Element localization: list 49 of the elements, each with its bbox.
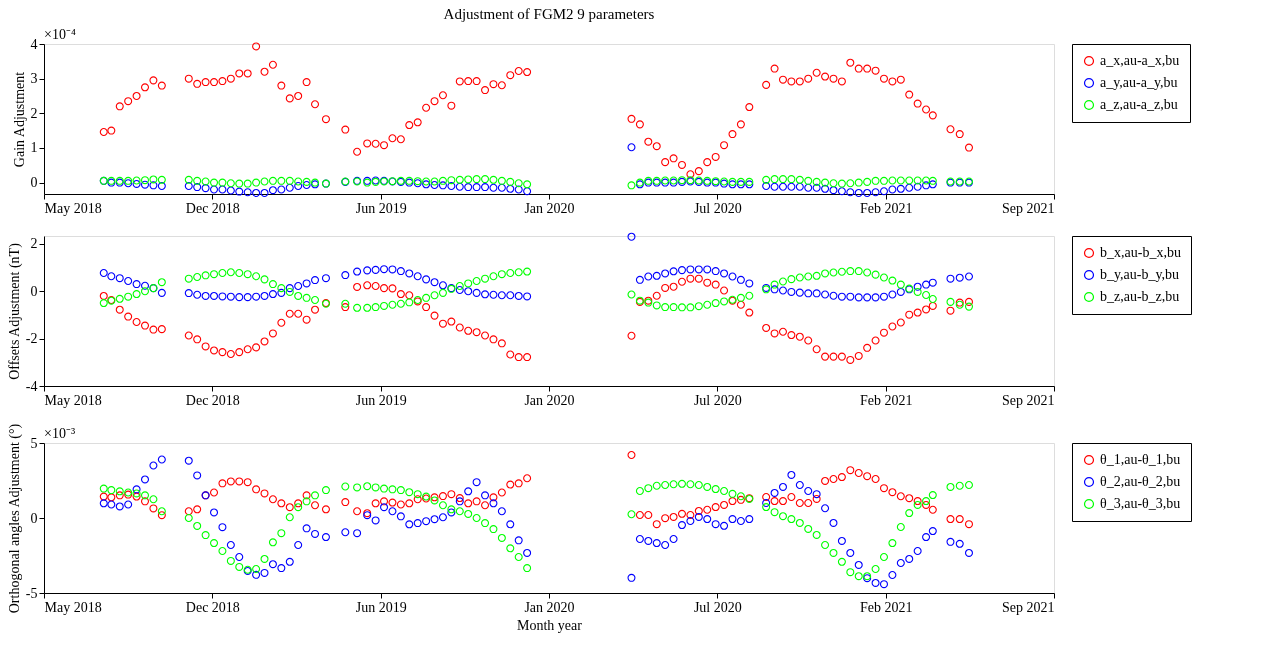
y-tick-label: 2 [30,236,38,252]
y-tick-label: 4 [30,36,38,52]
x-tick-label: Sep 2021 [1002,200,1055,216]
legend-label: θ_3,au-θ_3,bu [1100,496,1181,511]
x-tick-label: Feb 2021 [859,392,913,408]
x-tick-label: May 2018 [44,200,102,216]
x-tick-label: Sep 2021 [1002,599,1055,615]
legend-label: a_x,au-a_x,bu [1100,53,1180,68]
x-tick-label: May 2018 [44,392,102,408]
y-tick-label: 0 [30,510,38,526]
y-tick-label: -5 [25,585,38,601]
y-tick-label: -2 [25,331,38,347]
y-tick-label: 1 [30,140,38,156]
x-tick-label: Jul 2020 [693,200,742,216]
x-tick-label: Jul 2020 [693,392,742,408]
y-tick-label: 0 [30,175,38,191]
y-axis-title: Offsets Adjustment (nT) [6,242,23,380]
legend-label: b_x,au-b_x,bu [1100,245,1181,260]
x-tick-label: Feb 2021 [859,599,913,615]
x-tick-label: May 2018 [44,599,102,615]
x-tick-label: Jan 2020 [524,392,575,408]
legend-label: θ_1,au-θ_1,bu [1100,452,1181,467]
text: ×10⁻³ [44,426,76,441]
x-tick-label: Sep 2021 [1002,392,1055,408]
legend-label: θ_2,au-θ_2,bu [1100,474,1181,489]
y-tick-label: -4 [25,378,38,394]
x-tick-label: Jul 2020 [693,599,742,615]
x-tick-label: Dec 2018 [185,392,240,408]
y-axis-title: Gain Adjustment [11,71,27,168]
x-tick-label: Dec 2018 [185,599,240,615]
y-tick-label: 2 [30,105,38,121]
x-tick-label: Jan 2020 [524,200,575,216]
y-tick-label: 3 [30,71,38,87]
y-axis-title: Orthogonal angles Adjustment (°) [6,423,23,614]
y-tick-label: 5 [30,435,38,451]
legend-label: b_y,au-b_y,bu [1100,267,1180,282]
legend-label: a_z,au-a_z,bu [1100,97,1178,112]
chart-title: Adjustment of FGM2 9 parameters [443,6,655,22]
x-tick-label: Jun 2019 [355,599,407,615]
x-axis-title: Month year [517,617,583,633]
x-tick-label: Jan 2020 [524,599,575,615]
y-tick-label: 0 [30,283,38,299]
x-tick-label: Dec 2018 [185,200,240,216]
x-tick-label: Feb 2021 [859,200,913,216]
legend-label: a_y,au-a_y,bu [1100,75,1178,90]
text: ×10⁻⁴ [44,27,76,42]
legend-label: b_z,au-b_z,bu [1100,289,1180,304]
x-tick-label: Jun 2019 [355,200,407,216]
x-tick-label: Jun 2019 [355,392,407,408]
